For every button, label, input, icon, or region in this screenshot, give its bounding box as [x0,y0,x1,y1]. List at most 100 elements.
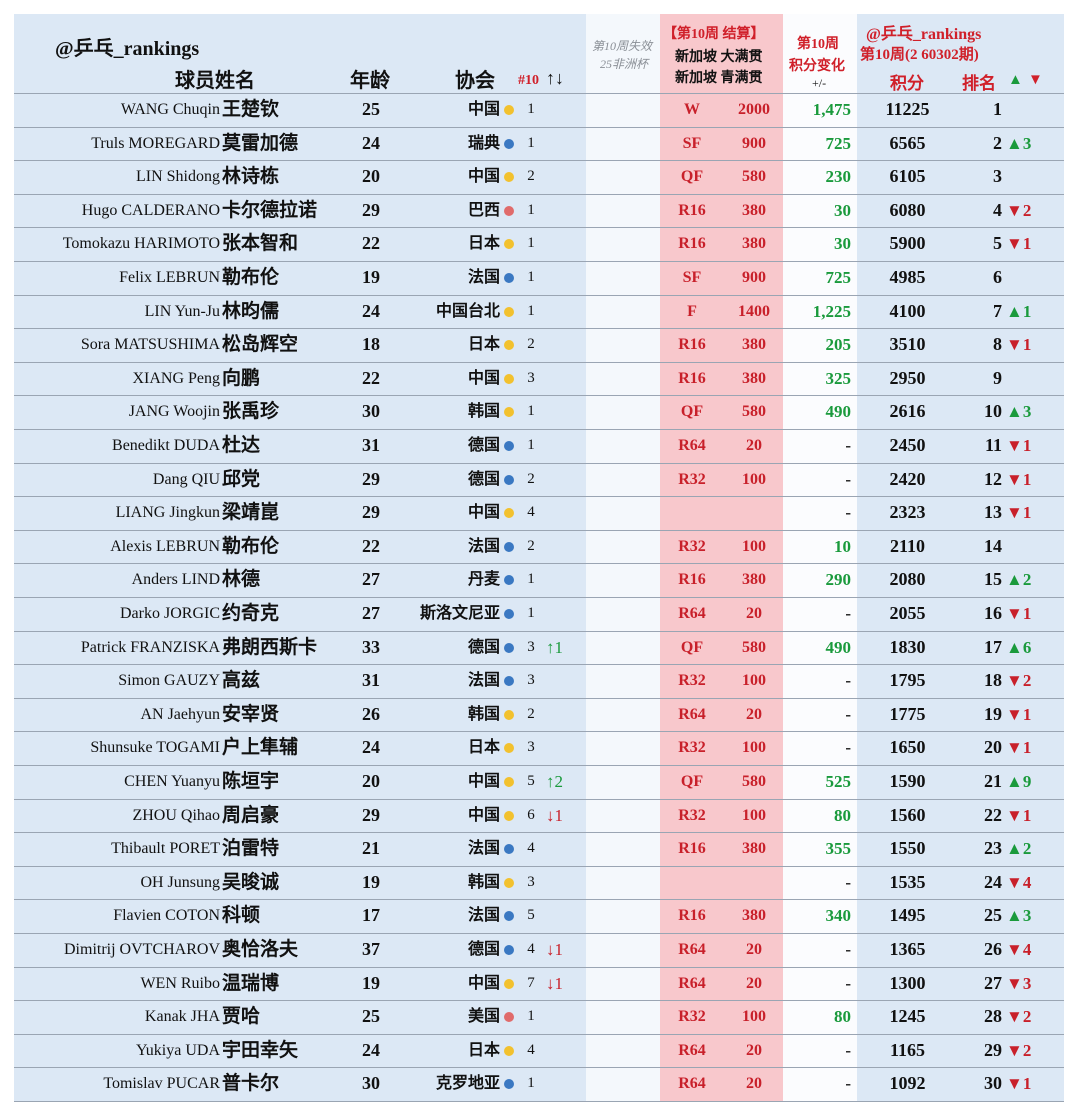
association: 日本 [467,739,500,757]
rank-move: ▲2 [1006,570,1032,590]
row-separator [14,630,1064,632]
association: 克罗地亚 [435,1075,500,1093]
name-cn: 张禹珍 [222,401,280,423]
age: 24 [362,737,380,758]
name-cn: 林诗栋 [222,166,280,188]
name-cn: 陈垣宇 [222,771,280,792]
age: 19 [362,972,380,993]
association: 美国 [467,1008,500,1026]
total-points: 1590 [889,771,926,791]
round: R16 [678,840,706,858]
event-points: 380 [742,201,766,219]
total-points: 4100 [889,300,926,321]
name-en: Flavien COTON [113,907,220,925]
rank-week10: 1 [527,1008,535,1025]
points-change: 725 [825,268,852,287]
rank: 28 [984,1006,1002,1027]
total-points: 1495 [889,905,926,926]
association-dot [504,1045,514,1056]
points-change: - [845,973,851,993]
association: 日本 [467,235,500,253]
name-cn: 高兹 [222,670,261,692]
age: 29 [362,468,380,489]
total-points: 2080 [889,569,926,590]
association-dot [504,1079,514,1090]
points-change: - [845,671,851,691]
rank: 4 [993,199,1002,220]
round: R16 [678,201,706,219]
total-points: 1795 [889,670,926,691]
row-separator [14,731,1064,733]
total-points: 1165 [889,1039,925,1060]
rank: 17 [984,636,1002,657]
round: R32 [678,739,706,757]
total-points: 2616 [889,401,926,422]
bg-drop [586,14,660,1102]
association-dot [504,844,514,855]
association: 法国 [467,907,500,925]
rank-move: ▼1 [1006,503,1032,523]
round: QF [680,773,704,790]
name-en: LIN Shidong [136,168,220,186]
association: 韩国 [467,705,500,723]
event-points: 1400 [738,302,770,320]
association: 中国 [467,369,500,387]
association-dot [504,911,514,922]
points-change: - [845,704,851,724]
event-points: 380 [742,369,766,387]
change-week: 第10周 [797,37,839,52]
total-points: 1300 [889,972,926,993]
points-change: - [845,436,851,455]
rank-week10: 1 [527,571,535,588]
rank-week10: 2 [527,705,535,722]
points-change: - [845,940,851,959]
points-change: 355 [825,839,852,859]
points-change: 80 [834,805,851,825]
row-separator [14,697,1064,699]
rank-move: ▼4 [1006,940,1032,959]
name-en: Tomokazu HARIMOTO [62,235,220,253]
rank-week10-move: ↓1 [546,805,563,825]
total-points: 3510 [889,334,926,355]
points-change: 1,475 [812,100,851,119]
age: 29 [362,804,380,825]
points-change: 205 [825,335,852,355]
rank: 5 [993,233,1002,254]
name-en: Sora MATSUSHIMA [80,336,220,354]
row-separator [14,126,1064,128]
association: 中国 [467,773,500,790]
total-points: 6080 [889,199,926,220]
rank: 22 [984,804,1002,825]
name-en: Dimitrij OVTCHAROV [64,941,220,958]
round: R32 [678,672,706,690]
round: QF [680,168,704,186]
total-points: 1775 [889,703,926,724]
association-dot [504,441,514,451]
row-separator [14,933,1064,934]
col-points: 积分 [890,74,924,93]
round: R32 [678,1008,706,1026]
association: 瑞典 [467,134,500,152]
age: 24 [362,300,380,321]
rank: 14 [984,535,1002,556]
rank-week10: 3 [527,739,535,756]
rank-move: ▼1 [1006,234,1032,254]
rank: 30 [984,1073,1002,1094]
age: 22 [362,233,380,254]
rank: 21 [984,771,1002,791]
association-dot [504,508,514,519]
points-change: 725 [825,133,852,153]
name-cn: 松岛辉空 [222,334,299,356]
round: W [684,101,700,118]
points-change: 525 [825,772,852,791]
name-cn: 周启豪 [222,804,280,826]
col-drop-event: 25非洲杯 [600,57,649,71]
total-points: 1365 [889,939,926,959]
age: 25 [362,1006,380,1027]
association-dot [504,205,514,216]
rank-move: ▲3 [1006,133,1032,153]
association: 中国 [467,168,500,186]
name-en: ZHOU Qihao [132,806,220,824]
event-points: 20 [746,705,762,723]
